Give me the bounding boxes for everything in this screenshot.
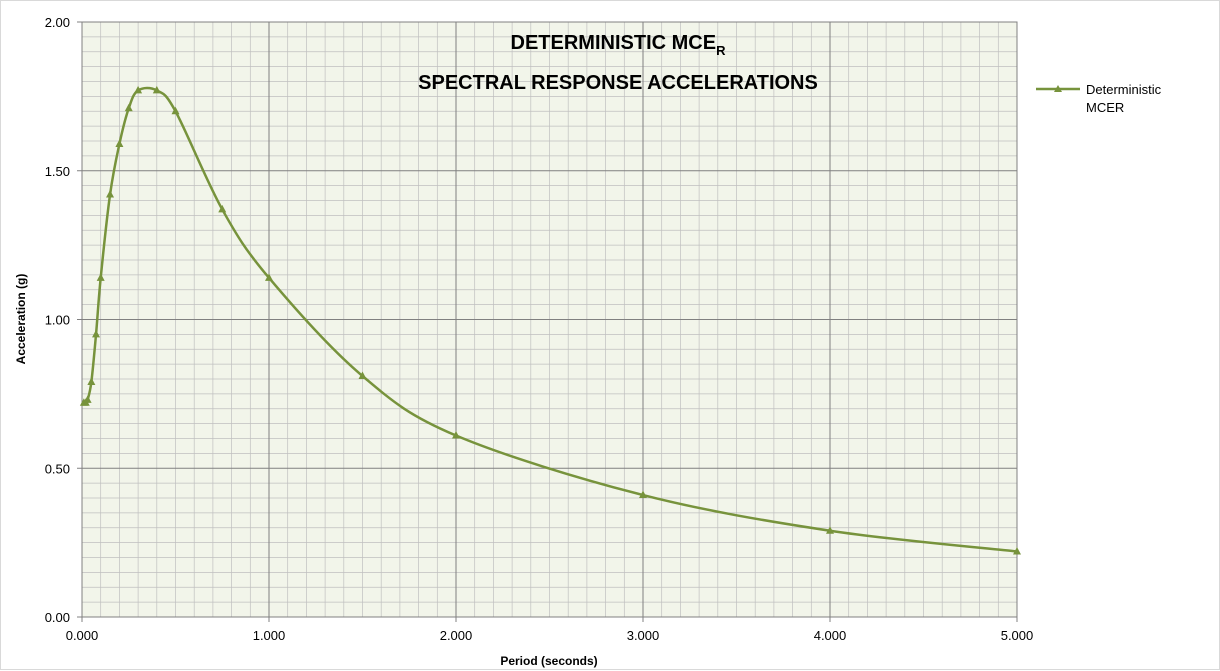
data-point-marker: [96, 273, 105, 281]
x-tick-label: 0.000: [66, 628, 99, 643]
data-point-marker: [115, 139, 124, 147]
series-line-deterministic-mcer: [83, 86, 1018, 553]
y-tick-label: 0.00: [45, 610, 70, 625]
y-tick-label: 1.50: [45, 164, 70, 179]
data-point-marker: [83, 395, 92, 403]
x-tick-label: 5.000: [1001, 628, 1034, 643]
data-point-marker: [358, 371, 367, 380]
y-axis-ticks: 0.00 0.50 1.00 1.50 2.00: [45, 15, 82, 625]
legend-label-line2: MCER: [1086, 100, 1124, 115]
data-point-marker: [265, 273, 273, 281]
x-tick-label: 1.000: [253, 628, 286, 643]
chart-title-line2: SPECTRAL RESPONSE ACCELERATIONS: [418, 72, 818, 94]
data-point-marker: [134, 85, 143, 94]
data-point-marker: [1013, 547, 1021, 555]
data-point-marker: [124, 103, 133, 112]
data-point-marker: [92, 329, 101, 338]
x-axis-title: Period (seconds): [500, 654, 597, 668]
data-point-marker: [87, 377, 96, 385]
data-point-marker: [171, 106, 180, 115]
data-point-marker: [452, 431, 460, 439]
chart-title-subscript: R: [716, 43, 726, 58]
y-axis-title: Acceleration (g): [14, 274, 28, 365]
y-tick-label: 1.00: [45, 313, 70, 328]
legend-label-line1: Deterministic: [1086, 82, 1162, 97]
legend-marker: [1054, 85, 1062, 92]
chart-title-line1: DETERMINISTIC MCER: [511, 32, 727, 58]
x-axis-ticks: 0.000 1.000 2.000 3.000 4.000 5.000: [66, 617, 1034, 643]
series-markers: [79, 85, 1021, 555]
data-point-marker: [106, 190, 115, 198]
x-tick-label: 3.000: [627, 628, 660, 643]
data-point-marker: [218, 204, 227, 213]
x-tick-label: 4.000: [814, 628, 847, 643]
data-point-marker: [639, 490, 647, 499]
legend: Deterministic MCER: [1036, 82, 1162, 115]
y-tick-label: 0.50: [45, 461, 70, 476]
data-point-marker: [152, 85, 161, 94]
data-point-marker: [826, 526, 834, 534]
x-tick-label: 2.000: [440, 628, 473, 643]
y-tick-label: 2.00: [45, 15, 70, 30]
